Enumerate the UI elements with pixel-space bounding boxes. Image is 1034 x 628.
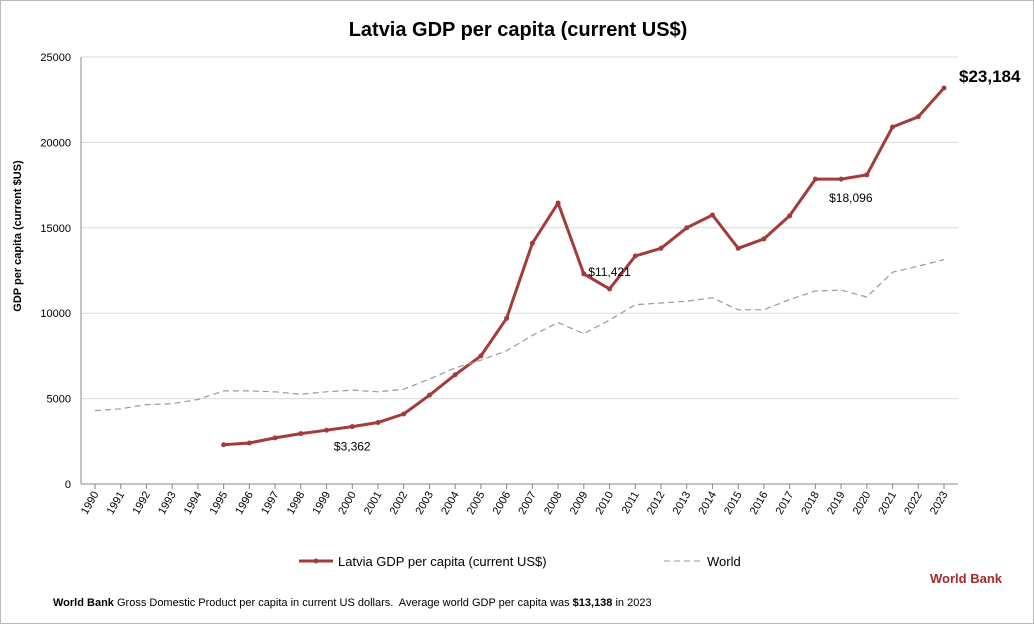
data-point-latvia bbox=[555, 200, 561, 206]
x-tick-label: 1992 bbox=[130, 490, 153, 517]
x-tick-label: 2010 bbox=[594, 490, 617, 517]
x-tick-label: 2009 bbox=[568, 490, 591, 517]
data-point-latvia bbox=[272, 435, 278, 441]
legend-label-world: World bbox=[707, 554, 741, 569]
data-point-latvia bbox=[941, 85, 947, 91]
x-tick-label: 1993 bbox=[156, 490, 179, 517]
x-tick-label: 2004 bbox=[439, 490, 462, 517]
data-point-latvia bbox=[221, 442, 227, 448]
y-tick-label: 25000 bbox=[40, 52, 71, 64]
data-point-latvia bbox=[632, 253, 638, 259]
x-tick-label: 1995 bbox=[208, 490, 231, 517]
data-label: $18,096 bbox=[829, 191, 873, 205]
data-point-latvia bbox=[709, 212, 715, 218]
data-point-latvia bbox=[375, 420, 381, 426]
data-point-latvia bbox=[735, 245, 741, 251]
chart-title: Latvia GDP per capita (current US$) bbox=[349, 19, 688, 41]
y-tick-label: 10000 bbox=[40, 308, 71, 320]
data-point-latvia bbox=[864, 172, 870, 178]
legend-label-latvia: Latvia GDP per capita (current US$) bbox=[338, 554, 547, 569]
x-tick-label: 1998 bbox=[285, 490, 308, 517]
source-label: World Bank bbox=[930, 571, 1003, 586]
x-tick-label: 2018 bbox=[799, 490, 822, 517]
legend-marker-latvia bbox=[313, 558, 319, 564]
x-tick-label: 1991 bbox=[105, 490, 128, 517]
data-point-latvia bbox=[787, 213, 793, 219]
data-point-latvia bbox=[298, 431, 304, 437]
data-point-latvia bbox=[324, 427, 330, 433]
series-line-latvia bbox=[223, 87, 946, 447]
data-point-latvia bbox=[349, 424, 355, 430]
x-tick-label: 2013 bbox=[671, 490, 694, 517]
x-tick-label: 1996 bbox=[233, 490, 256, 517]
x-tick-label: 2023 bbox=[928, 490, 951, 517]
y-tick-label: 0 bbox=[65, 479, 71, 491]
data-label: $23,184 bbox=[959, 67, 1021, 86]
data-label: $11,421 bbox=[588, 265, 631, 279]
x-tick-label: 2006 bbox=[491, 490, 514, 517]
y-tick-label: 15000 bbox=[40, 223, 71, 235]
x-tick-label: 2019 bbox=[825, 490, 848, 517]
data-point-latvia bbox=[401, 411, 407, 417]
data-point-latvia bbox=[684, 225, 690, 231]
data-point-latvia bbox=[607, 286, 613, 292]
x-tick-label: 2001 bbox=[362, 490, 385, 517]
data-point-latvia bbox=[658, 245, 664, 251]
x-tick-label: 2008 bbox=[542, 490, 565, 517]
x-tick-label: 2020 bbox=[851, 490, 874, 517]
x-tick-label: 1997 bbox=[259, 490, 282, 517]
data-point-latvia bbox=[529, 240, 535, 246]
y-tick-label: 20000 bbox=[40, 137, 71, 149]
data-label: $3,362 bbox=[334, 440, 371, 454]
x-tick-label: 2017 bbox=[774, 490, 797, 517]
x-tick-label: 2005 bbox=[465, 490, 488, 517]
x-tick-label: 2000 bbox=[336, 490, 359, 517]
data-point-latvia bbox=[504, 315, 510, 321]
data-point-latvia bbox=[426, 392, 432, 398]
x-tick-label: 2016 bbox=[748, 490, 771, 517]
data-point-latvia bbox=[452, 372, 458, 378]
x-tick-label: 1999 bbox=[311, 490, 334, 517]
x-tick-label: 2011 bbox=[620, 490, 642, 516]
data-point-latvia bbox=[581, 271, 587, 277]
data-point-latvia bbox=[246, 440, 252, 446]
data-point-latvia bbox=[890, 124, 896, 130]
y-tick-label: 5000 bbox=[47, 394, 71, 406]
x-tick-label: 2014 bbox=[696, 490, 719, 517]
legend: Latvia GDP per capita (current US$) Worl… bbox=[299, 554, 741, 569]
x-tick-label: 2022 bbox=[902, 490, 925, 517]
x-tick-label: 2003 bbox=[413, 490, 436, 517]
data-point-latvia bbox=[838, 176, 844, 182]
y-axis-label: GDP per capita (current $US) bbox=[12, 160, 24, 312]
x-tick-label: 2012 bbox=[645, 490, 668, 517]
x-tick-label: 2015 bbox=[722, 490, 745, 517]
x-tick-label: 2002 bbox=[388, 490, 411, 517]
x-tick-label: 2007 bbox=[516, 490, 539, 517]
x-tick-label: 1990 bbox=[79, 490, 102, 517]
data-point-latvia bbox=[478, 353, 484, 359]
x-tick-label: 1994 bbox=[182, 490, 205, 517]
footer-note: World Bank Gross Domestic Product per ca… bbox=[53, 597, 652, 609]
data-point-latvia bbox=[761, 236, 767, 242]
data-point-latvia bbox=[915, 114, 921, 120]
x-tick-label: 2021 bbox=[877, 490, 900, 517]
series-line-world bbox=[94, 259, 945, 412]
data-point-latvia bbox=[812, 176, 818, 182]
